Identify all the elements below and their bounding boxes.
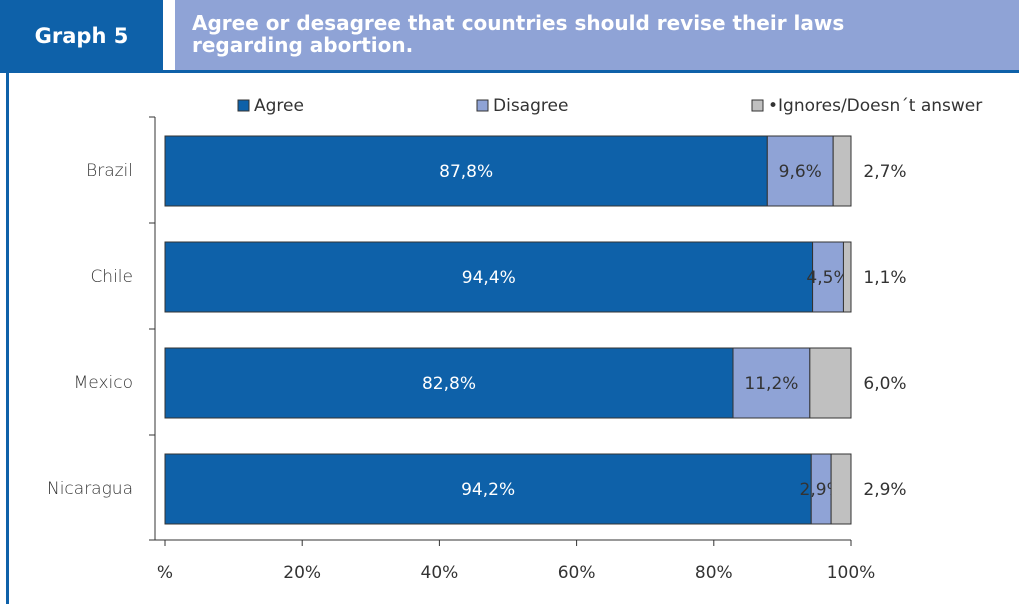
x-tick-label: 40%	[421, 563, 459, 583]
category-label: Chile	[90, 267, 133, 287]
data-label: 2,7%	[863, 162, 906, 182]
data-label: 87,8%	[439, 162, 493, 182]
chart-header: Graph 5 Agree or desagree that countries…	[0, 0, 1019, 73]
bar-segment-agree	[164, 347, 734, 419]
data-label: 6,0%	[863, 374, 906, 394]
data-label: 1,1%	[863, 268, 906, 288]
data-label: 4,5%	[806, 268, 849, 288]
legend-label: •Ignores/Doesn´t answer	[768, 96, 982, 116]
bar-segment-ignores-doesn-t-answer	[842, 241, 852, 313]
left-border	[6, 72, 9, 604]
bar-segment-disagree	[812, 241, 844, 313]
bar-segment-agree	[164, 241, 814, 313]
x-tick-label: 20%	[283, 563, 321, 583]
data-label: 9,6%	[779, 162, 822, 182]
bar-segment-disagree	[766, 135, 834, 207]
chart-title: Agree or desagree that countries should …	[175, 0, 1019, 72]
bar-segment-ignores-doesn-t-answer	[832, 135, 852, 207]
bar-segment-ignores-doesn-t-answer	[809, 347, 852, 419]
legend-swatch	[476, 99, 489, 112]
category-label: Nicaragua	[47, 479, 133, 499]
data-label: 11,2%	[744, 374, 798, 394]
legend-label: Agree	[254, 96, 304, 116]
bar-segment-agree	[164, 135, 768, 207]
bar-segment-agree	[164, 453, 812, 525]
data-label: 82,8%	[422, 374, 476, 394]
x-tick-label: 100%	[827, 563, 876, 583]
legend-swatch	[237, 99, 250, 112]
x-tick-label: %	[157, 563, 173, 583]
data-label: 94,2%	[461, 480, 515, 500]
chart-title-line-1: Agree or desagree that countries should …	[192, 11, 845, 35]
graph-number-label: Graph 5	[0, 0, 163, 72]
category-label: Brazil	[86, 161, 133, 181]
x-tick-label: 80%	[695, 563, 733, 583]
bar-segment-ignores-doesn-t-answer	[830, 453, 852, 525]
x-tick-label: 60%	[558, 563, 596, 583]
data-label: 94,4%	[462, 268, 516, 288]
legend-label: Disagree	[493, 96, 568, 116]
data-label: 2,9%	[863, 480, 906, 500]
header-divider	[0, 70, 1019, 73]
legend-swatch	[751, 99, 764, 112]
bar-segment-disagree	[732, 347, 811, 419]
chart-title-line-2: regarding abortion.	[192, 33, 414, 57]
category-label: Mexico	[74, 373, 133, 393]
